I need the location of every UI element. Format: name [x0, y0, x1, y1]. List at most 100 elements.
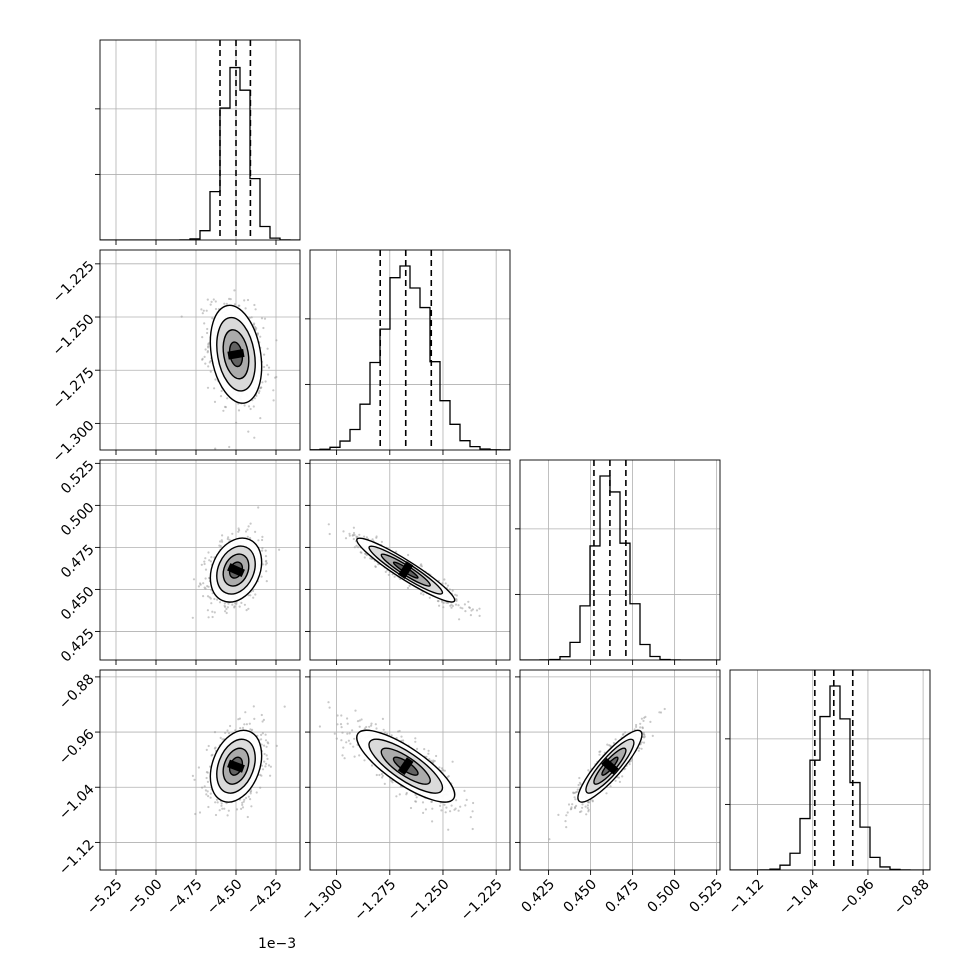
y-tick-label: −1.12 — [56, 837, 98, 879]
scatter-point — [241, 803, 244, 807]
scatter-point — [201, 312, 204, 315]
scatter-point — [180, 315, 183, 318]
scatter-point — [440, 809, 443, 812]
scatter-point — [587, 769, 590, 772]
scatter-point — [349, 742, 352, 745]
scatter-point — [267, 742, 270, 745]
scatter-point — [450, 804, 453, 807]
scatter-point — [352, 745, 355, 748]
scatter-point — [205, 309, 208, 312]
scatter-point — [465, 798, 468, 802]
scatter-point — [612, 741, 616, 745]
scatter-point — [259, 773, 262, 777]
scatter-point — [213, 400, 217, 403]
scatter-point — [378, 773, 381, 777]
scatter-point — [424, 808, 427, 811]
scatter-point — [449, 604, 452, 607]
scatter-point — [454, 593, 457, 596]
scatter-point — [427, 752, 430, 755]
scatter-point — [250, 789, 253, 793]
y-tick-label: −0.96 — [56, 726, 98, 768]
histogram-step — [100, 66, 300, 240]
scatter-point — [336, 714, 339, 717]
scatter-point — [213, 597, 216, 601]
scatter-point — [355, 544, 358, 547]
scatter-point — [348, 532, 351, 535]
scatter-point — [267, 366, 271, 369]
scatter-point — [368, 725, 371, 728]
scatter-point — [207, 342, 210, 345]
scatter-point — [363, 556, 366, 559]
scatter-point — [205, 748, 208, 752]
scatter-point — [205, 776, 208, 780]
scatter-point — [357, 546, 360, 549]
scatter-point — [471, 608, 474, 611]
scatter-point — [585, 813, 588, 816]
panel-frame — [729, 669, 931, 871]
scatter-point — [377, 563, 380, 566]
panel-frame — [309, 669, 511, 871]
scatter-point — [227, 732, 231, 735]
scatter-point — [265, 570, 268, 573]
scatter-point — [243, 603, 246, 606]
scatter-point — [566, 811, 569, 814]
scatter-point — [375, 727, 378, 730]
scatter-point — [204, 557, 207, 560]
scatter-point — [621, 775, 624, 778]
scatter-point — [240, 807, 243, 811]
scatter-point — [469, 614, 472, 617]
scatter-point — [438, 766, 441, 769]
scatter-point — [226, 606, 229, 609]
scatter-point — [213, 387, 216, 390]
scatter-point — [235, 808, 239, 811]
scatter-point — [208, 596, 211, 599]
scatter-point — [635, 723, 638, 727]
scatter-point — [231, 603, 234, 606]
scatter-point — [397, 730, 400, 733]
scatter-point — [578, 781, 582, 784]
scatter-point — [621, 733, 625, 736]
scatter-point — [624, 731, 627, 734]
scatter-point — [257, 506, 260, 509]
scatter-point — [375, 773, 378, 777]
x-tick-label: −1.12 — [726, 876, 768, 918]
scatter-point — [393, 575, 396, 578]
panel-frame — [99, 39, 301, 241]
scatter-point — [408, 584, 411, 588]
scatter-point — [260, 738, 263, 741]
scatter-point — [204, 348, 207, 351]
scatter-point — [272, 389, 275, 392]
scatter-point — [478, 607, 481, 610]
scatter-point — [478, 614, 481, 618]
scatter-point — [261, 549, 264, 552]
scatter-point — [443, 578, 446, 581]
panel-frame — [99, 669, 301, 871]
scatter-point — [416, 747, 419, 751]
scatter-point — [414, 740, 417, 743]
scatter-point — [260, 386, 263, 389]
histogram-step — [730, 685, 930, 870]
scatter-point — [578, 776, 581, 780]
scatter-point — [639, 722, 642, 725]
scatter-point — [206, 609, 209, 612]
histogram-step — [310, 265, 510, 450]
scatter-point — [204, 362, 207, 365]
scatter-point — [457, 809, 460, 812]
scatter-point — [557, 813, 560, 817]
scatter-point — [278, 548, 281, 551]
scatter-point — [265, 580, 268, 583]
scatter-point — [453, 808, 456, 811]
scatter-point — [451, 589, 454, 592]
panel-frame — [309, 459, 511, 661]
x-tick-label: −5.25 — [84, 876, 126, 918]
scatter-point — [342, 746, 345, 749]
scatter-point — [208, 559, 211, 562]
scatter-point — [468, 606, 471, 609]
scatter-point — [398, 793, 401, 796]
scatter-point — [358, 719, 361, 722]
scatter-point — [374, 565, 377, 568]
scatter-point — [206, 331, 209, 335]
scatter-point — [223, 602, 226, 605]
scatter-point — [233, 605, 236, 608]
scatter-point — [605, 792, 608, 795]
